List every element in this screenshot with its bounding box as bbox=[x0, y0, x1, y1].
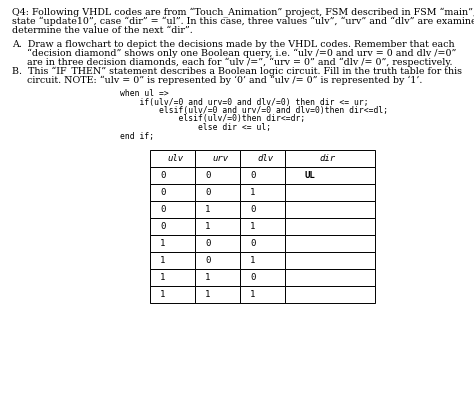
Text: 0: 0 bbox=[250, 239, 255, 248]
Text: 0: 0 bbox=[205, 256, 210, 265]
Text: 1: 1 bbox=[160, 239, 165, 248]
Text: 0: 0 bbox=[160, 205, 165, 214]
Text: end if;: end if; bbox=[120, 131, 154, 141]
Bar bbox=[150, 201, 195, 218]
Bar bbox=[240, 252, 285, 269]
Text: 0: 0 bbox=[160, 171, 165, 180]
Text: 1: 1 bbox=[205, 290, 210, 299]
Text: 1: 1 bbox=[250, 222, 255, 231]
Text: 0: 0 bbox=[250, 171, 255, 180]
Text: 0: 0 bbox=[205, 239, 210, 248]
Text: A.  Draw a flowchart to depict the decisions made by the VHDL codes. Remember th: A. Draw a flowchart to depict the decisi… bbox=[12, 40, 455, 49]
Text: elsif(ulv/=0)then dir<=dr;: elsif(ulv/=0)then dir<=dr; bbox=[120, 114, 305, 124]
Text: urv: urv bbox=[212, 154, 228, 163]
Text: determine the value of the next “dir”.: determine the value of the next “dir”. bbox=[12, 26, 193, 35]
Bar bbox=[195, 167, 240, 184]
Bar bbox=[285, 201, 375, 218]
Bar bbox=[195, 184, 240, 201]
Text: dlv: dlv bbox=[257, 154, 273, 163]
Bar bbox=[240, 167, 285, 184]
Bar bbox=[195, 201, 240, 218]
Text: 1: 1 bbox=[250, 290, 255, 299]
Bar bbox=[240, 269, 285, 286]
Bar bbox=[195, 252, 240, 269]
Bar bbox=[240, 150, 285, 167]
Bar bbox=[150, 269, 195, 286]
Text: elsif(ulv/=0 and urv/=0 and dlv=0)then dir<=dl;: elsif(ulv/=0 and urv/=0 and dlv=0)then d… bbox=[120, 106, 388, 115]
Text: 1: 1 bbox=[205, 222, 210, 231]
Bar bbox=[285, 150, 375, 167]
Bar bbox=[240, 218, 285, 235]
Text: “decision diamond” shows only one Boolean query, i.e. “ulv /=0 and urv = 0 and d: “decision diamond” shows only one Boolea… bbox=[12, 49, 456, 58]
Bar bbox=[150, 150, 195, 167]
Bar bbox=[240, 184, 285, 201]
Text: 1: 1 bbox=[205, 273, 210, 282]
Text: ulv: ulv bbox=[167, 154, 183, 163]
Text: B.  This “IF_THEN” statement describes a Boolean logic circuit. Fill in the trut: B. This “IF_THEN” statement describes a … bbox=[12, 67, 462, 77]
Text: 0: 0 bbox=[205, 171, 210, 180]
Text: 0: 0 bbox=[160, 188, 165, 197]
Bar bbox=[150, 184, 195, 201]
Bar bbox=[150, 218, 195, 235]
Text: state “update10”, case “dir” = “ul”. In this case, three values “ulv”, “urv” and: state “update10”, case “dir” = “ul”. In … bbox=[12, 17, 474, 26]
Bar bbox=[285, 269, 375, 286]
Text: 0: 0 bbox=[250, 205, 255, 214]
Bar bbox=[195, 150, 240, 167]
Bar bbox=[150, 235, 195, 252]
Text: 1: 1 bbox=[160, 256, 165, 265]
Text: UL: UL bbox=[305, 171, 316, 180]
Bar bbox=[150, 286, 195, 303]
Text: when ul =>: when ul => bbox=[120, 89, 169, 98]
Bar bbox=[285, 167, 375, 184]
Bar bbox=[150, 167, 195, 184]
Bar bbox=[195, 286, 240, 303]
Text: 0: 0 bbox=[250, 273, 255, 282]
Bar bbox=[285, 218, 375, 235]
Bar bbox=[150, 252, 195, 269]
Text: 1: 1 bbox=[250, 256, 255, 265]
Text: 1: 1 bbox=[160, 273, 165, 282]
Text: 1: 1 bbox=[250, 188, 255, 197]
Bar bbox=[240, 201, 285, 218]
Bar bbox=[240, 235, 285, 252]
Text: 1: 1 bbox=[205, 205, 210, 214]
Text: Q4: Following VHDL codes are from “Touch_Animation” project, FSM described in FS: Q4: Following VHDL codes are from “Touch… bbox=[12, 8, 474, 18]
Text: else dir <= ul;: else dir <= ul; bbox=[120, 123, 271, 132]
Bar bbox=[285, 252, 375, 269]
Text: are in three decision diamonds, each for “ulv /=”, “urv = 0” and “dlv /= 0”, res: are in three decision diamonds, each for… bbox=[12, 58, 453, 67]
Bar bbox=[195, 269, 240, 286]
Text: if(ulv/=0 and urv=0 and dlv/=0) then dir <= ur;: if(ulv/=0 and urv=0 and dlv/=0) then dir… bbox=[120, 97, 369, 107]
Bar bbox=[195, 218, 240, 235]
Text: 1: 1 bbox=[160, 290, 165, 299]
Bar bbox=[195, 235, 240, 252]
Bar bbox=[240, 286, 285, 303]
Bar bbox=[285, 235, 375, 252]
Text: 0: 0 bbox=[205, 188, 210, 197]
Text: dir: dir bbox=[319, 154, 335, 163]
Text: circuit. NOTE: “ulv = 0” is represented by ‘0’ and “ulv /= 0” is represented by : circuit. NOTE: “ulv = 0” is represented … bbox=[12, 76, 422, 85]
Bar bbox=[285, 184, 375, 201]
Bar bbox=[285, 286, 375, 303]
Text: 0: 0 bbox=[160, 222, 165, 231]
